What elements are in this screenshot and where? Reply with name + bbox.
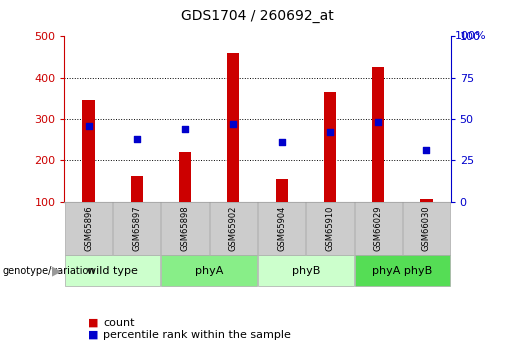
Text: GSM66030: GSM66030: [422, 206, 431, 252]
Text: phyA phyB: phyA phyB: [372, 266, 433, 276]
Point: [133, 136, 141, 142]
Text: GSM65896: GSM65896: [84, 206, 93, 252]
Text: ■: ■: [88, 330, 98, 339]
Bar: [227, 53, 239, 202]
Text: GSM65902: GSM65902: [229, 206, 238, 251]
Point: [229, 121, 237, 127]
Point: [422, 148, 431, 153]
Text: count: count: [103, 318, 134, 327]
Text: genotype/variation: genotype/variation: [3, 266, 95, 276]
Point: [374, 120, 382, 125]
Point: [326, 129, 334, 135]
Text: phyB: phyB: [291, 266, 320, 276]
Bar: [420, 199, 433, 202]
Bar: [82, 100, 95, 202]
Point: [278, 139, 286, 145]
Point: [84, 123, 93, 128]
Bar: [276, 179, 288, 202]
Bar: [179, 152, 191, 202]
Text: phyA: phyA: [195, 266, 224, 276]
Text: GSM65910: GSM65910: [325, 206, 334, 251]
Text: wild type: wild type: [87, 266, 138, 276]
Text: GSM65904: GSM65904: [277, 206, 286, 251]
Bar: [131, 176, 143, 202]
Text: GSM66029: GSM66029: [374, 206, 383, 251]
Bar: [324, 92, 336, 202]
Point: [181, 126, 189, 132]
Text: percentile rank within the sample: percentile rank within the sample: [103, 330, 291, 339]
Text: 100%: 100%: [454, 31, 486, 41]
Text: GSM65897: GSM65897: [132, 206, 141, 252]
Bar: [372, 67, 384, 202]
Text: GSM65898: GSM65898: [181, 206, 190, 252]
Text: ▶: ▶: [52, 264, 62, 277]
Text: ■: ■: [88, 318, 98, 327]
Text: GDS1704 / 260692_at: GDS1704 / 260692_at: [181, 9, 334, 22]
